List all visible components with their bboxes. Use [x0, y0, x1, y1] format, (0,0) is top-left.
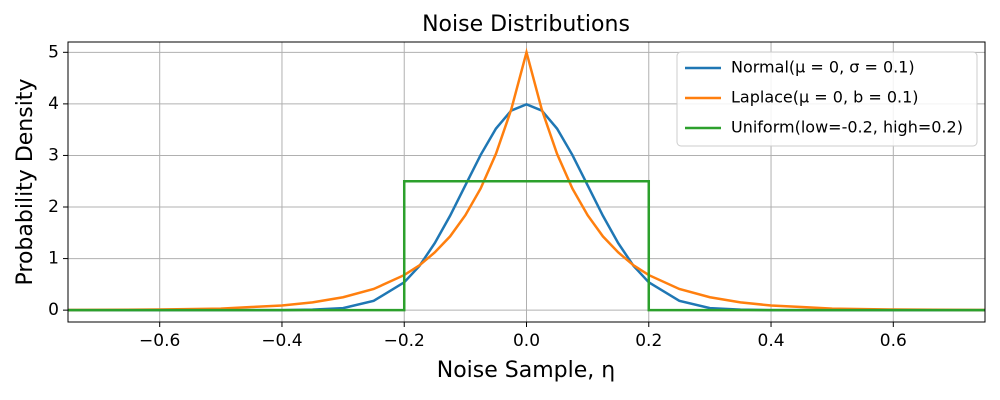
- y-axis-label: Probability Density: [13, 79, 38, 286]
- x-tick-label: −0.4: [261, 331, 302, 351]
- legend-label: Normal(μ = 0, σ = 0.1): [731, 58, 915, 77]
- x-tick-label: 0.4: [758, 331, 785, 351]
- x-tick-label: 0.0: [513, 331, 540, 351]
- series-line: [68, 179, 985, 312]
- series-line: [68, 47, 985, 312]
- chart-title: Noise Distributions: [422, 12, 630, 37]
- y-tick-label: 3: [48, 145, 59, 165]
- x-tick-label: −0.6: [139, 331, 180, 351]
- legend-label: Uniform(low=-0.2, high=0.2): [731, 118, 963, 137]
- y-tick-label: 2: [48, 197, 59, 217]
- y-tick-label: 5: [48, 42, 59, 62]
- y-tick-label: 0: [48, 300, 59, 320]
- x-tick-label: 0.6: [880, 331, 907, 351]
- x-tick-label: −0.2: [384, 331, 425, 351]
- legend-box: [676, 51, 978, 147]
- y-tick-label: 4: [48, 94, 59, 114]
- plot-frame: [67, 41, 986, 323]
- y-tick-label: 1: [48, 249, 59, 269]
- x-axis-label: Noise Sample, η: [437, 358, 615, 383]
- x-tick-label: 0.2: [635, 331, 662, 351]
- legend-label: Laplace(μ = 0, b = 0.1): [731, 88, 919, 107]
